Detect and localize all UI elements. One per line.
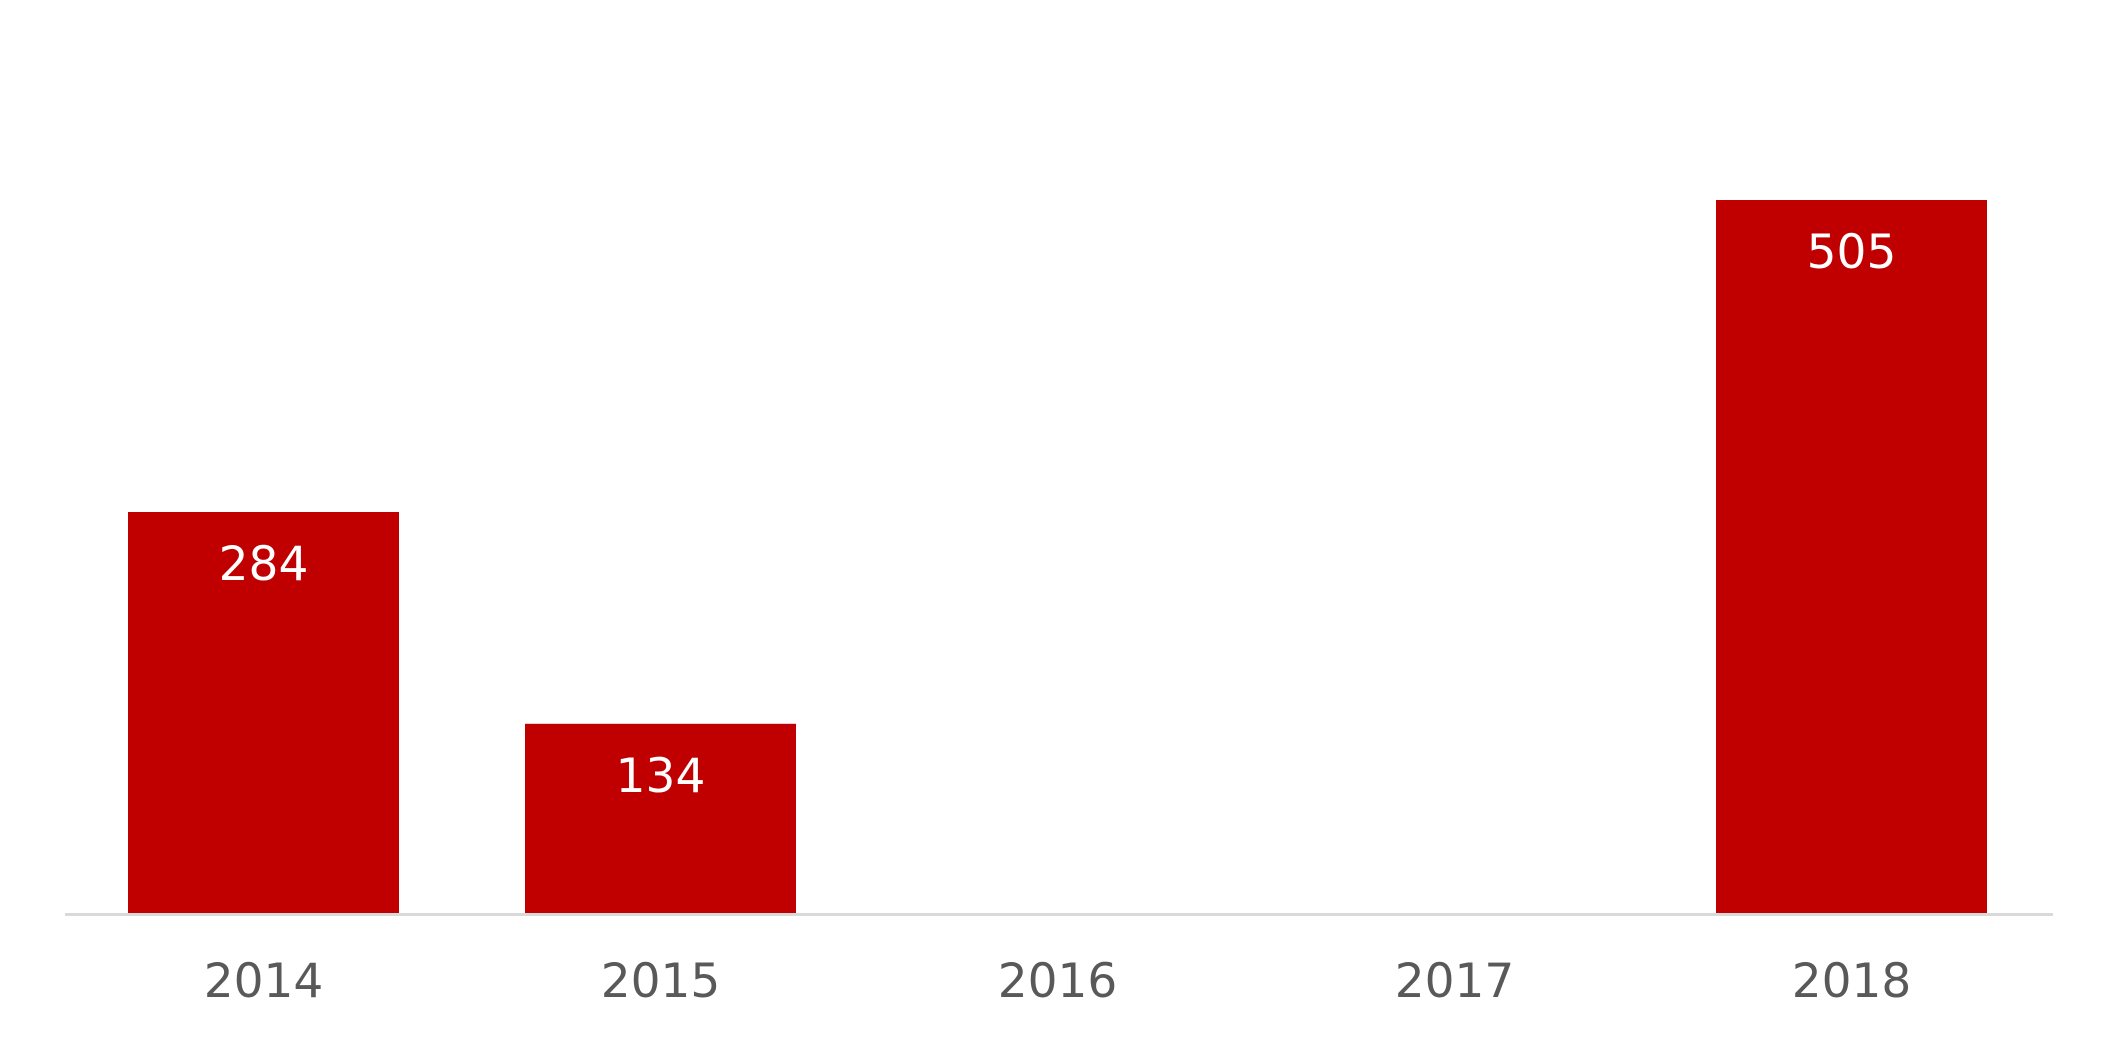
data-label-2015: 134 <box>616 749 706 804</box>
data-labels-layer: 284 134 505 <box>219 225 1897 804</box>
x-tick-label-2015: 2015 <box>601 954 721 1009</box>
bar-2014 <box>128 512 399 913</box>
x-tick-label-2014: 2014 <box>204 954 324 1009</box>
x-tick-label-2017: 2017 <box>1395 954 1515 1009</box>
bar-2015 <box>525 723 796 913</box>
bar-2018 <box>1716 200 1987 913</box>
data-label-2018: 505 <box>1807 225 1897 280</box>
bars-layer <box>128 200 1987 913</box>
x-tick-label-2016: 2016 <box>998 954 1118 1009</box>
data-label-2014: 284 <box>219 537 309 592</box>
x-axis-tick-labels: 2014 2015 2016 2017 2018 <box>204 954 1912 1009</box>
x-tick-label-2018: 2018 <box>1792 954 1912 1009</box>
